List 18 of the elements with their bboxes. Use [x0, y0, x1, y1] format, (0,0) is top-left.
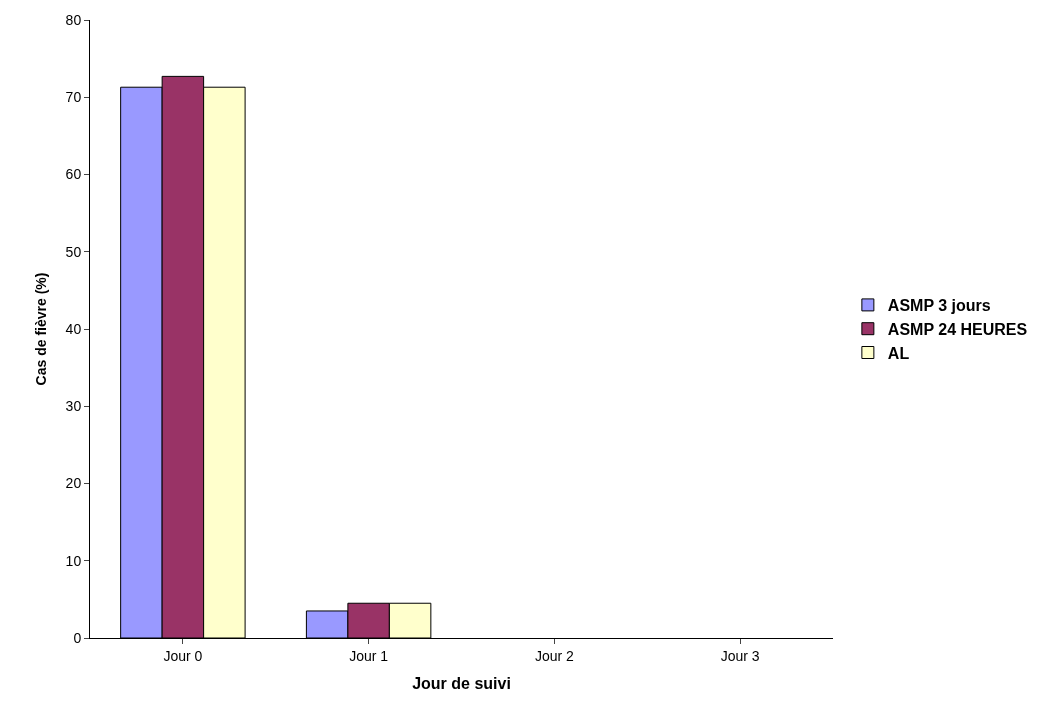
x-tick-label: Jour 2 [534, 647, 575, 664]
x-tick-label: Jour 1 [349, 647, 389, 664]
y-tick-label: 10 [65, 552, 82, 569]
y-tick-label: 50 [65, 243, 82, 260]
legend-label: AL [887, 344, 910, 362]
y-tick-label: 70 [65, 89, 82, 106]
y-tick-label: 0 [73, 629, 82, 646]
legend-label: ASMP 24 HEURES [887, 320, 1028, 338]
y-tick-label: 20 [65, 475, 82, 492]
y-tick-label: 80 [65, 11, 82, 28]
x-tick-label: Jour 0 [163, 647, 203, 664]
y-tick-label: 30 [65, 398, 82, 415]
legend-label: ASMP 3 jours [887, 297, 991, 315]
y-tick-label: 60 [65, 166, 82, 183]
y-axis-title: Cas de fièvre (%) [33, 272, 50, 386]
y-tick-label: 40 [65, 320, 82, 337]
x-axis-title: Jour de suivi [412, 675, 511, 693]
x-tick-label: Jour 3 [720, 647, 760, 664]
